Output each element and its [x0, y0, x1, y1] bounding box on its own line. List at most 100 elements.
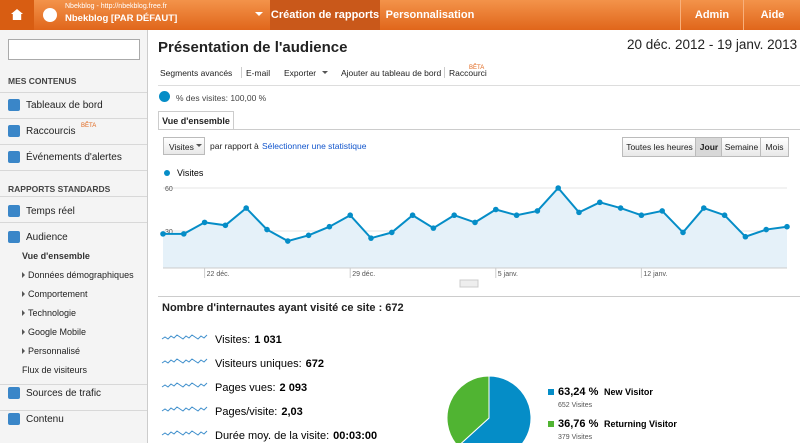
separator [0, 92, 147, 93]
select-metric-link[interactable]: Sélectionner une statistique [262, 141, 367, 151]
expand-arrow [22, 310, 28, 316]
metric: Pages vues: 2 093 [215, 382, 307, 394]
point [451, 212, 458, 219]
x-tick-label: 5 janv. [498, 271, 518, 278]
nav-item[interactable]: Tableaux de bord [26, 100, 103, 111]
sparkline [161, 406, 208, 412]
tab[interactable]: Vue d'ensemble [158, 111, 234, 130]
top-bar: Nbekblog - http://nbekblog.free.fr Nbekb… [0, 0, 800, 30]
point [368, 235, 374, 241]
separator [0, 222, 147, 223]
legend-label: Visites [177, 168, 204, 178]
area [163, 188, 787, 268]
nav-icon [8, 413, 20, 425]
metric-label: Visites: [215, 334, 250, 346]
metric: Visites: 1 031 [215, 334, 282, 346]
nav-subitem[interactable]: Vue d'ensemble [22, 251, 90, 261]
pie-count: 652 Visites [558, 402, 593, 409]
admin[interactable]: Admin [680, 0, 743, 30]
nav-item[interactable]: Raccourcis [26, 126, 76, 137]
nav-subitem[interactable]: Données démographiques [28, 270, 134, 280]
beta-badge: BÊTA [469, 65, 485, 71]
granularity-button[interactable]: Jour [695, 137, 723, 157]
point [264, 226, 270, 233]
beta-badge: BÊTA [81, 123, 97, 129]
nav-subitem[interactable]: Personnalisé [28, 346, 81, 356]
nav-item[interactable]: Audience [26, 232, 68, 243]
nav-icon [8, 387, 20, 399]
point [638, 212, 645, 219]
dropdown-arrow [322, 71, 328, 77]
nav-icon [8, 151, 20, 163]
metric-label: Visiteurs uniques: [215, 358, 302, 370]
point [534, 208, 541, 214]
metric-value: 2 093 [280, 382, 308, 394]
toolbar-button[interactable]: Segments avancés [160, 68, 233, 78]
point [742, 233, 749, 240]
point [181, 231, 187, 237]
metric-value: 2,03 [281, 406, 302, 418]
tab[interactable]: Personnalisation [385, 9, 475, 21]
point [389, 229, 395, 236]
nav-item[interactable]: Événements d'alertes [26, 152, 122, 163]
help[interactable]: Aide [743, 0, 800, 30]
granularity-button[interactable]: Mois [760, 137, 789, 157]
granularity-button[interactable]: Toutes les heures [622, 137, 697, 157]
chart-handle [459, 279, 479, 288]
profile[interactable]: Nbekblog [PAR DÉFAUT] [65, 13, 178, 24]
toolbar-button[interactable]: Exporter [284, 68, 317, 78]
metric-label: Pages vues: [215, 382, 276, 394]
point [784, 223, 790, 230]
dropdown-arrow [196, 144, 202, 150]
metric-value: 672 [306, 358, 324, 370]
nav-subitem[interactable]: Comportement [28, 289, 88, 299]
date-range[interactable]: 20 déc. 2012 - 19 janv. 2013 [627, 37, 798, 52]
compare-label: par rapport à [210, 141, 259, 151]
pie-slice [460, 375, 532, 443]
x-tick-label: 29 déc. [352, 271, 375, 278]
point [555, 185, 561, 191]
profile-arrow [255, 12, 263, 20]
separator [0, 118, 147, 119]
point [701, 205, 707, 211]
toolbar-separator [241, 67, 242, 78]
point [222, 222, 229, 229]
legend-swatch [548, 421, 554, 427]
tab[interactable]: Création de rapports [270, 0, 380, 30]
toolbar-button[interactable]: E-mail [246, 68, 271, 78]
legend-marker [164, 170, 170, 176]
toolbar-button[interactable]: Ajouter au tableau de bord [341, 68, 442, 78]
point [201, 219, 208, 226]
metric-value: 1 031 [254, 334, 282, 346]
separator [0, 170, 147, 171]
divider [158, 85, 800, 86]
search-box[interactable] [8, 39, 140, 60]
point [160, 231, 166, 237]
point [347, 212, 354, 219]
nav-subitem[interactable]: Google Mobile [28, 327, 87, 337]
nav-icon [8, 99, 20, 111]
granularity-button[interactable]: Semaine [721, 137, 762, 157]
toolbar-separator [444, 67, 445, 78]
sparkline [161, 358, 208, 364]
metric-value: 00:03:00 [333, 430, 377, 442]
home-icon [11, 9, 23, 20]
point [659, 208, 665, 214]
globe-icon [43, 8, 57, 22]
metric-select[interactable]: Visites [163, 137, 205, 155]
nav-item[interactable]: Temps réel [26, 206, 75, 217]
x-tick-label: 22 déc. [207, 271, 230, 278]
toolbar-button[interactable]: Raccourci [449, 68, 487, 78]
sidebar: MES CONTENUS Tableaux de bord Raccourcis Év… [0, 30, 148, 443]
metric-label: Pages/visite: [215, 406, 277, 418]
nav-icon [8, 205, 20, 217]
nav-subitem[interactable]: Flux de visiteurs [22, 365, 88, 375]
pie-slice [446, 375, 490, 443]
home-button[interactable] [0, 0, 34, 30]
nav-item[interactable]: Contenu [26, 414, 64, 425]
nav-subitem[interactable]: Technologie [28, 308, 77, 318]
nav-item[interactable]: Sources de trafic [26, 388, 102, 399]
metric: Pages/visite: 2,03 [215, 406, 303, 418]
